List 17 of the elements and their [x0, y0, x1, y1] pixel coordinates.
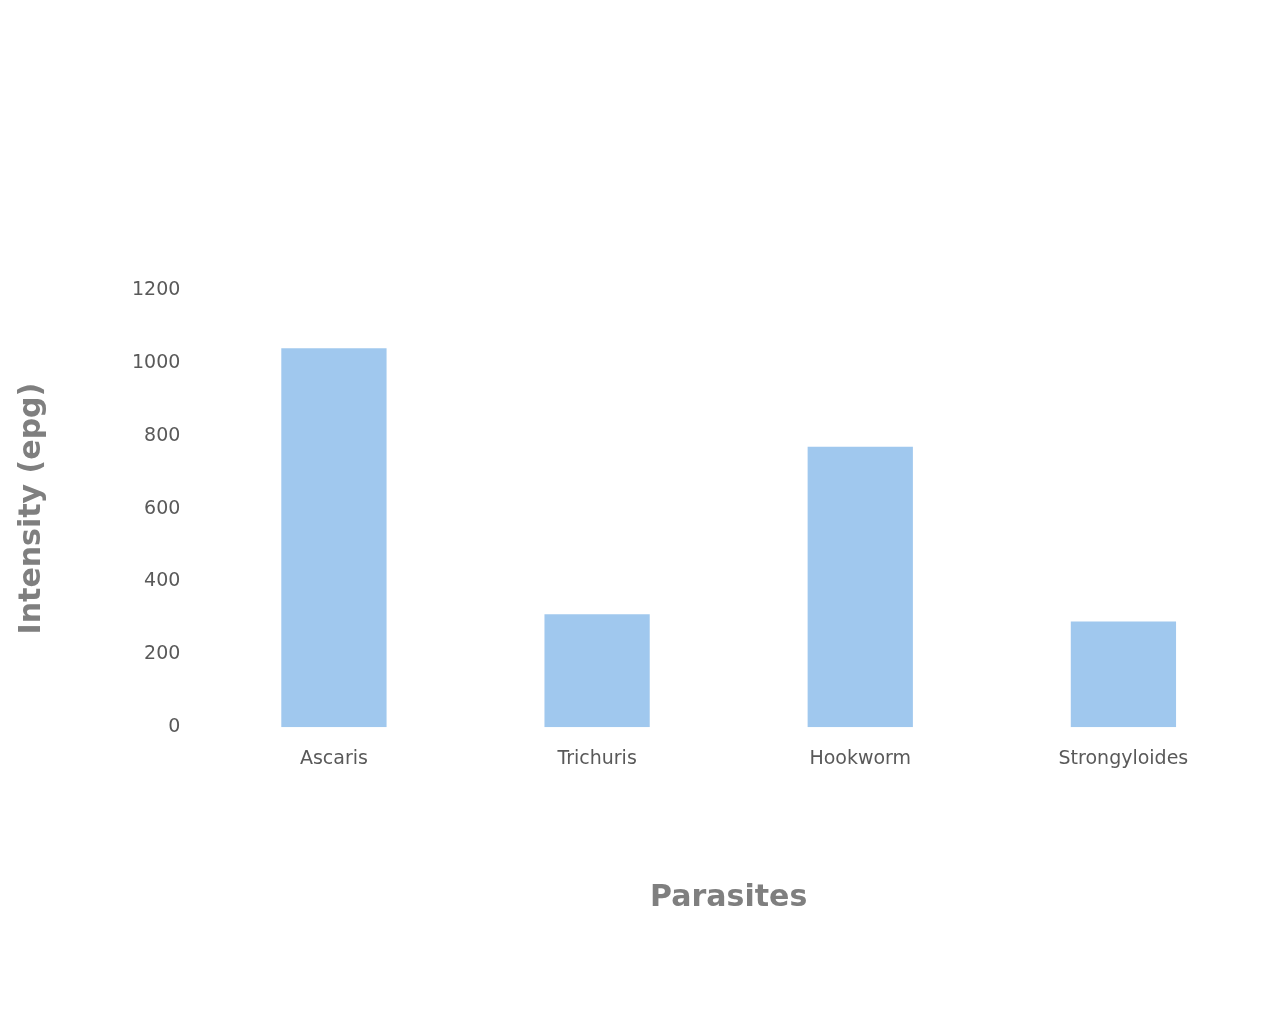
- y-tick-label: 800: [144, 422, 181, 445]
- x-tick-label: Trichuris: [556, 745, 637, 768]
- x-tick-label: Hookworm: [809, 745, 912, 768]
- bar: [807, 446, 913, 728]
- y-tick-label: 400: [144, 568, 181, 591]
- y-tick-label: 1200: [131, 276, 181, 299]
- y-tick-label: 600: [144, 495, 181, 518]
- x-tick-label: Ascaris: [299, 745, 368, 768]
- y-tick-label: 0: [168, 714, 181, 737]
- x-axis-title: Parasites: [650, 877, 808, 913]
- y-tick-label: 1000: [131, 349, 181, 372]
- bar: [281, 348, 387, 728]
- y-tick-label: 200: [144, 641, 181, 664]
- bar: [544, 614, 650, 728]
- x-tick-label: Strongyloides: [1058, 745, 1189, 768]
- bar: [1070, 621, 1177, 728]
- y-axis-title: Intensity (epg): [11, 382, 47, 635]
